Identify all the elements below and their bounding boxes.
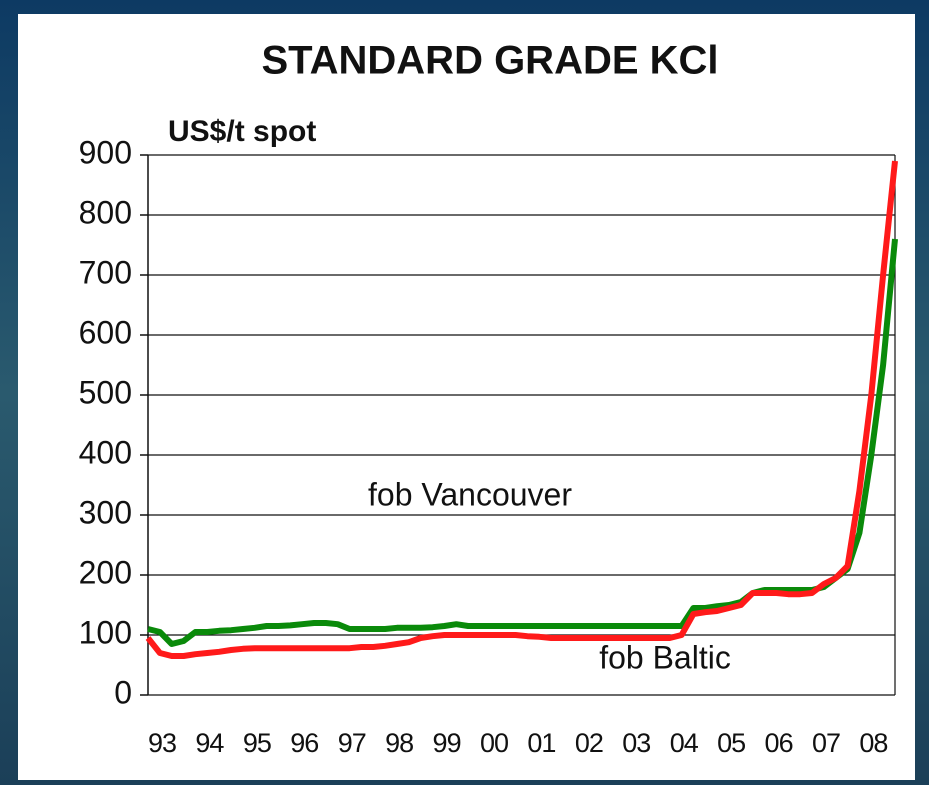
x-tick-label: 01 bbox=[527, 728, 555, 758]
x-tick-label: 04 bbox=[670, 728, 699, 758]
y-tick-label: 100 bbox=[79, 614, 132, 650]
y-axis-label: US$/t spot bbox=[168, 115, 316, 148]
chart: STANDARD GRADE KCl US$/t spot fob Vancou… bbox=[0, 0, 929, 785]
y-tick-label: 300 bbox=[79, 494, 132, 530]
x-tick-label: 93 bbox=[148, 728, 176, 758]
x-tick-label: 95 bbox=[243, 728, 271, 758]
x-tick-label: 99 bbox=[433, 728, 461, 758]
x-tick-label: 94 bbox=[195, 728, 224, 758]
x-tick-label: 08 bbox=[859, 728, 887, 758]
x-tick-label: 05 bbox=[717, 728, 745, 758]
y-tick-label: 800 bbox=[79, 194, 132, 230]
x-tick-label: 97 bbox=[338, 728, 366, 758]
annotation: fob Baltic bbox=[599, 639, 731, 675]
y-tick-label: 0 bbox=[114, 674, 132, 710]
chart-panel bbox=[18, 14, 915, 780]
chart-title: STANDARD GRADE KCl bbox=[261, 39, 718, 83]
y-tick-label: 500 bbox=[79, 374, 132, 410]
x-tick-label: 02 bbox=[575, 728, 603, 758]
x-tick-label: 06 bbox=[765, 728, 793, 758]
y-tick-label: 200 bbox=[79, 554, 132, 590]
x-tick-label: 98 bbox=[385, 728, 413, 758]
x-tick-label: 07 bbox=[812, 728, 840, 758]
x-tick-label: 00 bbox=[480, 728, 508, 758]
y-tick-label: 400 bbox=[79, 434, 132, 470]
y-tick-label: 700 bbox=[79, 254, 132, 290]
page: {"chart_data": { "type": "line", "title"… bbox=[0, 0, 929, 785]
annotation: fob Vancouver bbox=[368, 476, 572, 512]
y-tick-label: 600 bbox=[79, 314, 132, 350]
y-tick-label: 900 bbox=[79, 134, 132, 170]
x-tick-label: 03 bbox=[622, 728, 650, 758]
x-tick-label: 96 bbox=[290, 728, 318, 758]
